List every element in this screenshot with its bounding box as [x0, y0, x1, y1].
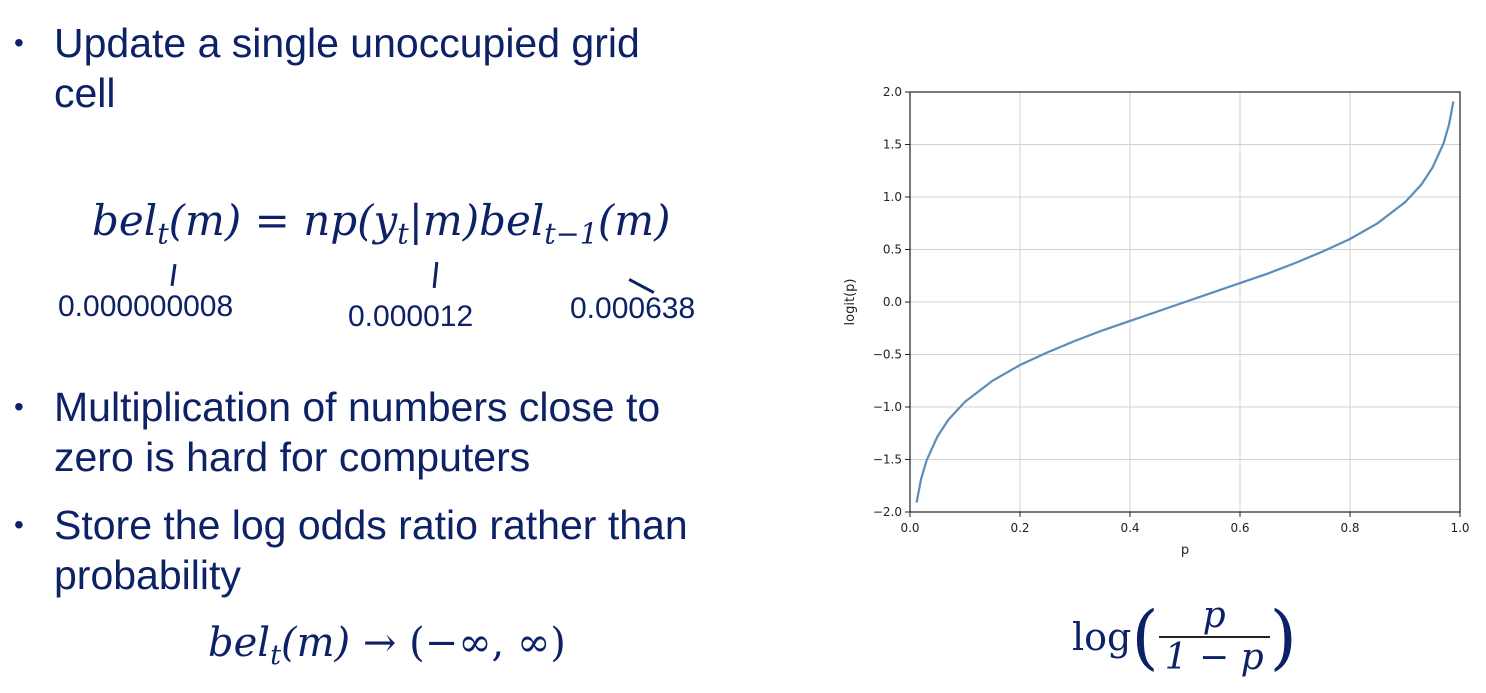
plot-frame: [909, 91, 1461, 513]
eq-bel-sub: t: [157, 216, 169, 251]
chart-ticks: 0.0 0.2 0.4 0.6 0.8 1.0 −2.0 −1.5 −1.0 −0.5 0.0 0.5…: [873, 85, 1470, 535]
bullet-text-line1: Update a single unoccupied grid: [54, 20, 640, 66]
y-tick-label: −2.0: [873, 505, 902, 519]
value-bel-t: 0.000000008: [58, 290, 234, 323]
bullet-text-line2: zero is hard for computers: [54, 434, 531, 480]
y-tick-label: 1.5: [883, 138, 902, 152]
bullet-dot: •: [14, 391, 24, 422]
left-paren: (: [1131, 596, 1159, 678]
eq-equals: =: [241, 196, 304, 245]
x-tick-label: 0.0: [900, 521, 919, 535]
value-bel-prev: 0.000638: [570, 292, 696, 325]
eq-bel-prev: bel: [479, 196, 545, 245]
logit-curve: [915, 101, 1455, 503]
bullet-text-line1: Store the log odds ratio rather than: [54, 502, 688, 548]
value-likelihood: 0.000012: [348, 300, 474, 333]
eq-obs-sub: t: [397, 216, 409, 251]
x-tick-label: 0.4: [1120, 521, 1139, 535]
range-equation: belt(m) → (−∞, ∞): [208, 620, 566, 671]
eq-obs: (y: [357, 196, 398, 245]
bullet-update-cell: • Update a single unoccupied grid cell: [14, 18, 640, 118]
x-axis-label: p: [1181, 543, 1189, 558]
bullet-text-line2: cell: [54, 70, 116, 116]
range-bel: bel: [208, 620, 271, 666]
x-tick-label: 0.6: [1230, 521, 1249, 535]
bullet-dot: •: [14, 509, 24, 540]
y-axis-label: logit(p): [843, 279, 858, 326]
y-tick-label: 0.0: [883, 295, 902, 309]
eq-bel-prev-arg: (m): [597, 196, 671, 245]
y-tick-label: −1.0: [873, 400, 902, 414]
pointer-mark-1: [170, 263, 177, 287]
logit-formula: log(p 1 − p): [1072, 596, 1297, 678]
belief-update-equation: belt(m) = np(yt|m)belt−1(m): [92, 196, 670, 251]
bullet-text-line1: Multiplication of numbers close to: [54, 384, 661, 430]
fraction-numerator: p: [1158, 596, 1270, 638]
bullet-dot: •: [14, 27, 24, 58]
eq-bel-prev-sub: t−1: [544, 216, 598, 251]
bullet-text-line2: probability: [54, 552, 241, 598]
y-tick-label: −0.5: [873, 348, 902, 362]
eq-np: np: [303, 196, 358, 245]
y-tick-label: −1.5: [873, 453, 902, 467]
x-tick-label: 1.0: [1450, 521, 1469, 535]
range-bel-arg: (m): [281, 620, 351, 666]
y-tick-label: 1.0: [883, 190, 902, 204]
eq-bel-arg: (m): [168, 196, 242, 245]
bullet-multiplication: • Multiplication of numbers close to zer…: [14, 382, 660, 482]
y-tick-label: 2.0: [883, 85, 902, 99]
eq-obs-rest: |m): [408, 196, 480, 245]
range-bel-sub: t: [270, 640, 282, 672]
pointer-mark-2: [432, 261, 439, 289]
range-interval: (−∞, ∞): [409, 620, 566, 666]
logit-chart: 0.0 0.2 0.4 0.6 0.8 1.0 −2.0 −1.5 −1.0 −0.5 0.0 0.5…: [843, 85, 1470, 558]
right-paren: ): [1269, 596, 1297, 678]
x-tick-label: 0.2: [1010, 521, 1029, 535]
range-arrow: →: [350, 620, 410, 666]
bullet-log-odds: • Store the log odds ratio rather than p…: [14, 500, 688, 600]
fraction-denominator: 1 − p: [1164, 637, 1264, 678]
y-tick-label: 0.5: [883, 243, 902, 257]
x-tick-label: 0.8: [1340, 521, 1359, 535]
log-text: log: [1072, 615, 1132, 659]
eq-bel: bel: [92, 196, 158, 245]
